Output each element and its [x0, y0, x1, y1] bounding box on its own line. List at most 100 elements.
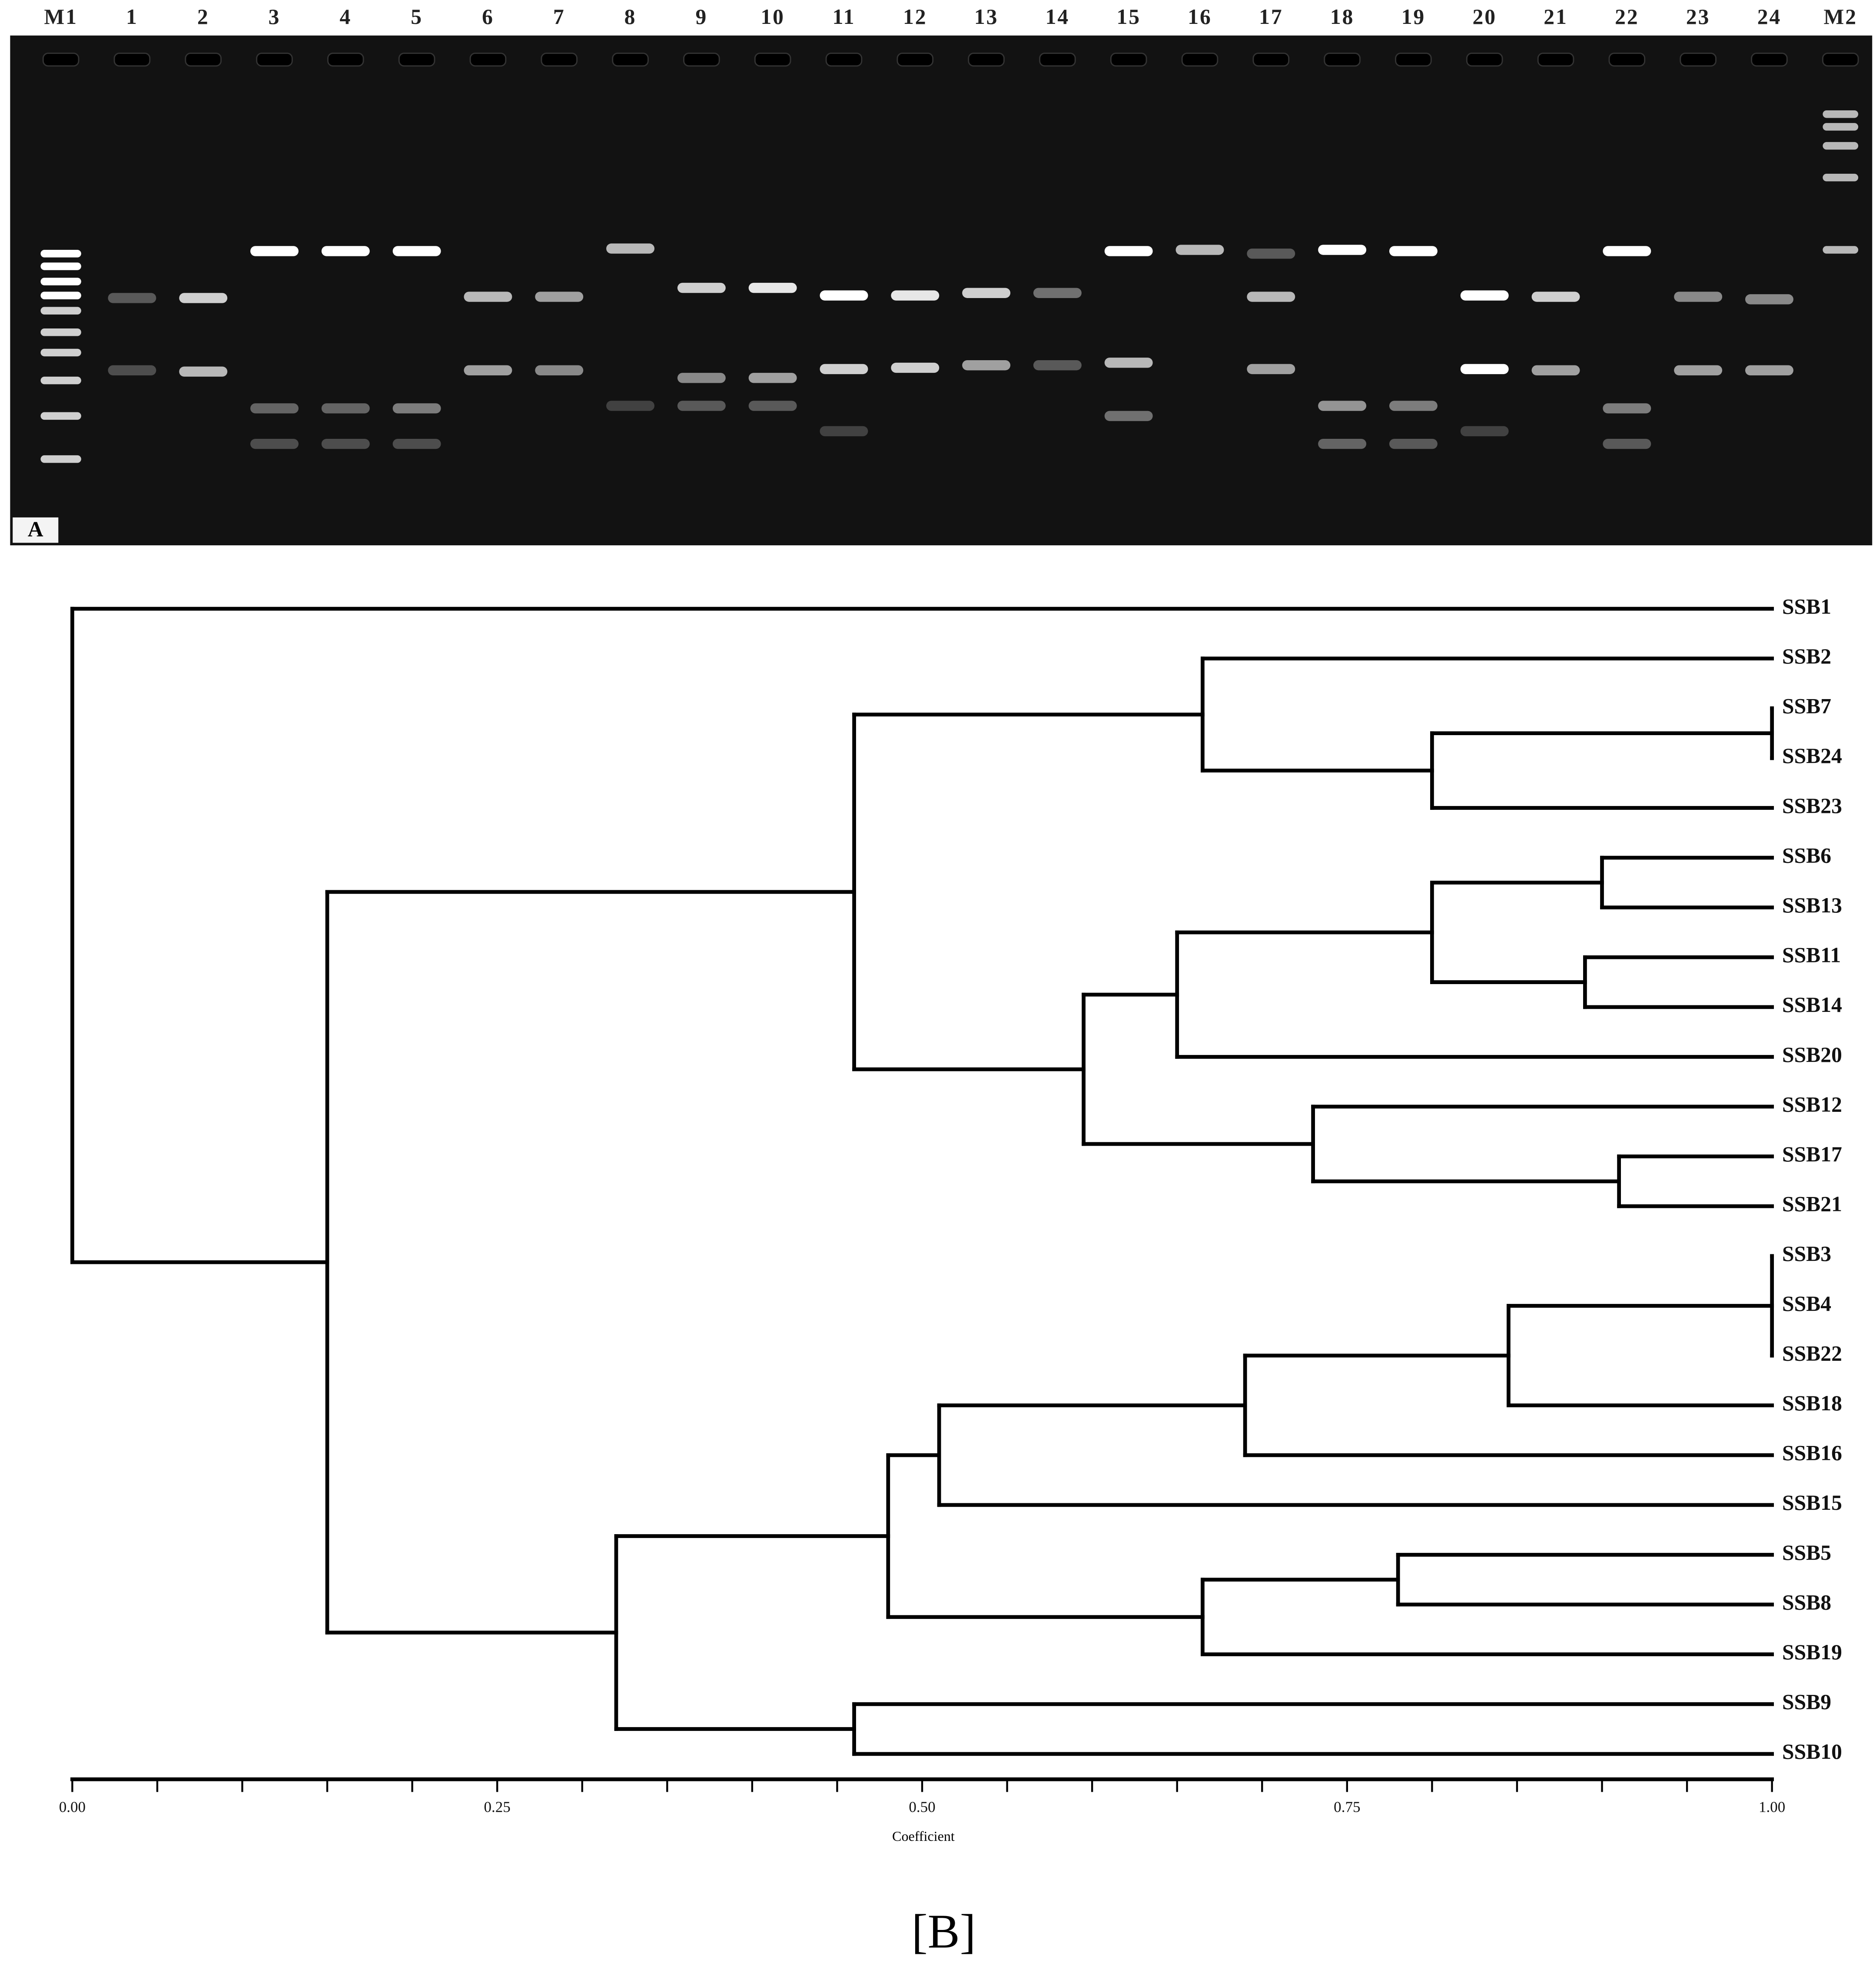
- gel-band: [1247, 364, 1295, 375]
- gel-band: [1033, 360, 1082, 371]
- gel-band: [1460, 364, 1509, 375]
- leaf-label: SSB23: [1782, 794, 1842, 818]
- gel-band: [1247, 292, 1295, 302]
- well: [256, 53, 293, 67]
- ladder-band: [1823, 123, 1859, 131]
- gel-band: [1603, 246, 1651, 256]
- ladder-band: [40, 376, 81, 385]
- ladder-band: [40, 412, 81, 420]
- gel-band: [1674, 292, 1723, 302]
- gel-band: [1104, 411, 1153, 421]
- well: [825, 53, 863, 67]
- well: [185, 53, 222, 67]
- gel-band: [677, 282, 726, 293]
- well: [1252, 53, 1290, 67]
- well: [968, 53, 1005, 67]
- leaf-label: SSB9: [1782, 1690, 1831, 1714]
- lane-label: 24: [1757, 5, 1781, 29]
- lane-label: 12: [903, 5, 927, 29]
- gel-band: [820, 426, 868, 437]
- ladder-band: [40, 250, 81, 258]
- gel-band: [1745, 294, 1793, 305]
- lane-label: 20: [1473, 5, 1497, 29]
- lane-label: 21: [1544, 5, 1567, 29]
- gel-band: [250, 438, 299, 449]
- x-tick-label: 0.00: [59, 1798, 86, 1815]
- gel-band: [1104, 358, 1153, 368]
- well: [469, 53, 507, 67]
- gel-band: [748, 282, 797, 293]
- lane-label: 14: [1046, 5, 1069, 29]
- lane-label: 9: [695, 5, 707, 29]
- gel-band: [250, 403, 299, 414]
- panel-label-box: [13, 517, 59, 543]
- gel-band: [464, 292, 512, 302]
- leaf-label: SSB4: [1782, 1292, 1831, 1316]
- well: [113, 53, 151, 67]
- leaf-label: SSB7: [1782, 694, 1831, 718]
- ladder-band: [40, 262, 81, 270]
- well: [42, 53, 80, 67]
- lane-label: 5: [411, 5, 423, 29]
- gel-band: [677, 373, 726, 383]
- lane-label: 16: [1188, 5, 1212, 29]
- gel-band: [250, 246, 299, 256]
- gel-band: [1104, 246, 1153, 256]
- lane-label: 10: [760, 5, 784, 29]
- gel-band: [1389, 401, 1438, 411]
- gel-band: [606, 401, 655, 411]
- gel-band: [748, 401, 797, 411]
- leaf-label: SSB17: [1782, 1142, 1842, 1166]
- gel-band: [748, 373, 797, 383]
- gel-band: [108, 293, 156, 303]
- well: [1110, 53, 1147, 67]
- leaf-label: SSB24: [1782, 744, 1842, 768]
- gel-band: [1318, 438, 1367, 449]
- gel-band: [1247, 249, 1295, 259]
- gel-image: [10, 35, 1873, 546]
- gel-band: [1460, 290, 1509, 301]
- leaf-label: SSB18: [1782, 1391, 1842, 1415]
- gel-band: [535, 365, 584, 375]
- ladder-band: [40, 455, 81, 463]
- lane-label: 8: [624, 5, 637, 29]
- gel-band: [1389, 246, 1438, 256]
- ladder-band: [40, 278, 81, 285]
- gel-band: [891, 290, 940, 301]
- x-tick-label: 0.75: [1334, 1798, 1360, 1815]
- gel-band: [321, 403, 370, 414]
- gel-band: [321, 438, 370, 449]
- gel-band: [392, 438, 441, 449]
- ladder-band: [40, 292, 81, 299]
- well: [896, 53, 934, 67]
- gel-band: [464, 365, 512, 375]
- gel-band: [1460, 426, 1509, 437]
- leaf-label: SSB21: [1782, 1192, 1842, 1216]
- gel-band: [1318, 401, 1367, 411]
- well: [398, 53, 435, 67]
- ladder-band: [40, 348, 81, 357]
- gel-band: [179, 293, 228, 303]
- ladder-band: [40, 328, 81, 336]
- gel-band: [1674, 365, 1723, 375]
- lane-label: 6: [482, 5, 494, 29]
- gel-band: [1603, 403, 1651, 414]
- gel-band: [321, 246, 370, 256]
- leaf-label: SSB2: [1782, 644, 1831, 668]
- lane-label: 1: [126, 5, 138, 29]
- gel-band: [392, 246, 441, 256]
- well: [612, 53, 649, 67]
- gel-band: [1531, 365, 1580, 375]
- well: [1466, 53, 1503, 67]
- gel-band: [1745, 365, 1793, 375]
- well: [1039, 53, 1076, 67]
- leaf-label: SSB11: [1782, 943, 1841, 967]
- leaf-label: SSB1: [1782, 594, 1831, 618]
- gel-band: [962, 360, 1011, 371]
- lane-label: 17: [1259, 5, 1283, 29]
- lane-label: 15: [1116, 5, 1140, 29]
- gel-band: [1175, 245, 1224, 255]
- well: [1537, 53, 1574, 67]
